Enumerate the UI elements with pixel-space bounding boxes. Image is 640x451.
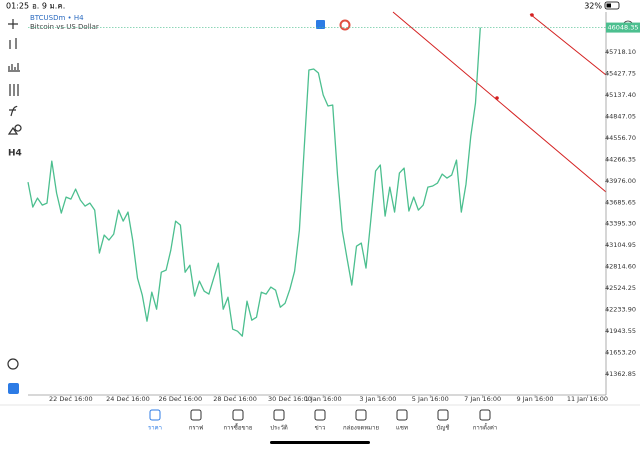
nav-icon[interactable] xyxy=(355,409,367,421)
last-price-box xyxy=(606,22,640,33)
x-tick-label: 9 Jan 16:00 xyxy=(517,395,554,403)
y-tick-label: 41943.55 xyxy=(605,327,636,335)
y-tick-label: 45718.10 xyxy=(605,48,636,56)
sync-icon[interactable] xyxy=(339,19,351,31)
y-tick-label: 41653.20 xyxy=(605,349,636,357)
y-tick-label: 42524.25 xyxy=(605,284,636,292)
app-icon[interactable] xyxy=(8,383,19,394)
chart-subtitle: Bitcoin vs US Dollar xyxy=(30,23,99,31)
y-tick-label: 43685.65 xyxy=(605,198,636,206)
nav-label[interactable]: กราฟ xyxy=(189,425,203,432)
battery-icon xyxy=(604,1,620,10)
chart-title: BTCUSDm • H4 xyxy=(30,14,84,22)
x-tick-label: 3 Jan 16:00 xyxy=(359,395,396,403)
nav-label[interactable]: แชท xyxy=(396,425,408,432)
shapes-tool[interactable] xyxy=(7,124,22,135)
home-indicator xyxy=(270,441,370,444)
status-time: 01:25 xyxy=(6,2,29,11)
indicator-tool[interactable] xyxy=(8,63,20,72)
trend-line xyxy=(392,11,607,193)
x-tick-label: 11 Jan 16:00 xyxy=(567,395,608,403)
trend-anchor xyxy=(495,96,499,100)
trend-anchor xyxy=(530,13,534,17)
candle-tool[interactable] xyxy=(9,38,17,49)
nav-icon[interactable] xyxy=(149,409,161,421)
last-price-label: 46048.35 xyxy=(607,24,638,32)
nav-icon[interactable] xyxy=(273,409,285,421)
y-tick-label: 41362.85 xyxy=(605,370,636,378)
status-date: อ. 9 ม.ค. xyxy=(32,2,65,11)
y-tick-label: 44847.05 xyxy=(605,112,636,120)
trade-button[interactable] xyxy=(316,20,325,29)
status-battery: 32% xyxy=(584,2,602,11)
nav-icon[interactable] xyxy=(314,409,326,421)
price-line xyxy=(27,27,481,337)
x-tick-label: 7 Jan 16:00 xyxy=(464,395,501,403)
trend-line xyxy=(529,13,607,76)
x-tick-label: 30 Dec 16:00 xyxy=(268,395,312,403)
y-tick-label: 43395.30 xyxy=(605,220,636,228)
battery-level xyxy=(606,3,611,8)
x-tick-label: 1 Jan 16:00 xyxy=(305,395,342,403)
x-tick-label: 26 Dec 16:00 xyxy=(158,395,202,403)
timeframe[interactable]: H4 xyxy=(8,149,22,159)
x-tick-label: 24 Dec 16:00 xyxy=(106,395,150,403)
x-tick-label: 28 Dec 16:00 xyxy=(213,395,257,403)
x-tick-label: 22 Dec 16:00 xyxy=(49,395,93,403)
y-tick-label: 43976.00 xyxy=(605,177,636,185)
nav-label[interactable]: บัญชี xyxy=(437,424,450,432)
nav-label[interactable]: กล่องจดหมาย xyxy=(343,425,379,432)
left-toolbar xyxy=(7,19,22,370)
nav-icon[interactable] xyxy=(437,409,449,421)
nav-label[interactable]: การซื้อขาย xyxy=(224,422,253,432)
nav-icon[interactable] xyxy=(232,409,244,421)
crosshair-tool[interactable] xyxy=(8,19,18,29)
nav-icon[interactable] xyxy=(190,409,202,421)
y-tick-label: 43104.95 xyxy=(605,241,636,249)
zoom-tool[interactable] xyxy=(7,358,19,370)
nav-label[interactable]: ข่าว xyxy=(315,425,326,432)
nav-icon[interactable] xyxy=(479,409,491,421)
y-tick-label: 44266.35 xyxy=(605,155,636,163)
x-tick-label: 5 Jan 16:00 xyxy=(412,395,449,403)
y-tick-label: 45137.40 xyxy=(605,91,636,99)
y-tick-label: 42233.90 xyxy=(605,306,636,314)
objects-tool[interactable] xyxy=(9,84,19,96)
nav-icon[interactable] xyxy=(396,409,408,421)
y-tick-label: 45427.75 xyxy=(605,69,636,77)
y-tick-label: 42814.60 xyxy=(605,263,636,271)
nav-label[interactable]: ราคา xyxy=(148,425,162,432)
nav-label[interactable]: ประวัติ xyxy=(270,425,288,432)
function-tool[interactable] xyxy=(9,105,18,117)
nav-label[interactable]: การตั้งค่า xyxy=(473,422,497,432)
y-tick-label: 44556.70 xyxy=(605,134,636,142)
